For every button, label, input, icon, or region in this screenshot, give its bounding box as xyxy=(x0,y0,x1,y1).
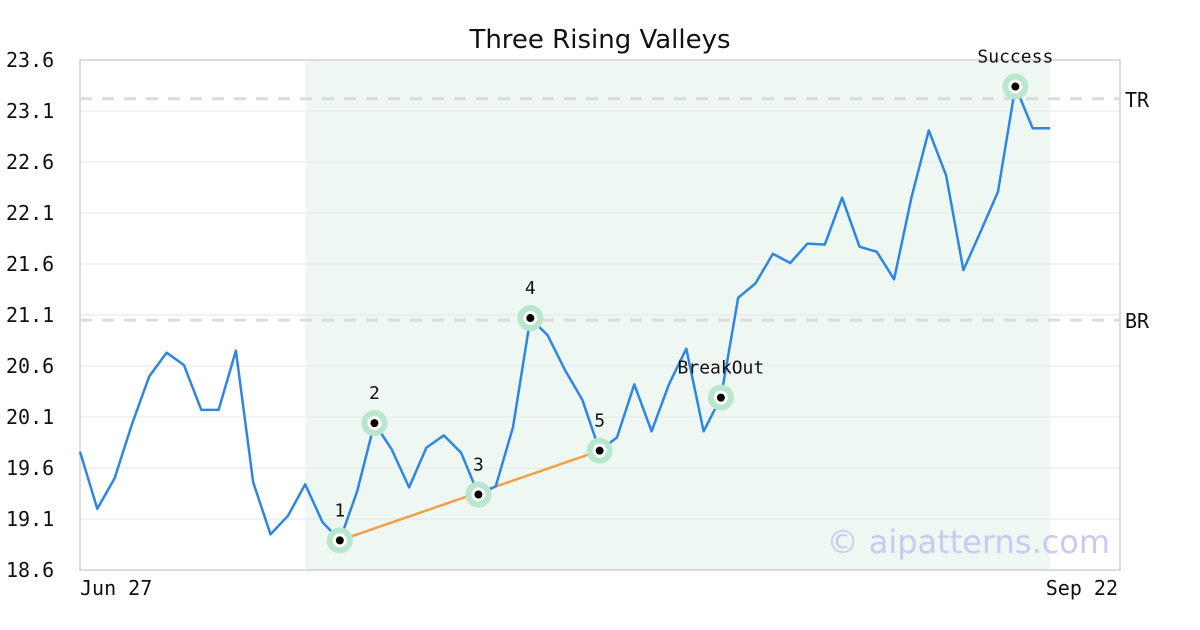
y-tick-label: 22.1 xyxy=(6,201,54,225)
marker-dot-3 xyxy=(474,490,483,499)
marker-dot-2 xyxy=(370,419,379,428)
marker-dot-1 xyxy=(335,536,344,545)
annotation-label-3: 3 xyxy=(473,455,484,476)
marker-dot-5 xyxy=(595,446,604,455)
x-tick-label-end: Sep 22 xyxy=(1046,576,1118,600)
annotation-label-4: 4 xyxy=(525,278,536,299)
price-line xyxy=(78,85,1050,542)
annotation-label-breakout: BreakOut xyxy=(678,358,765,379)
chart-title: Three Rising Valleys xyxy=(468,25,730,55)
marker-dot-breakout xyxy=(716,393,725,402)
y-tick-label: 20.6 xyxy=(6,354,54,378)
y-tick-label: 19.6 xyxy=(6,456,54,480)
y-tick-label: 21.6 xyxy=(6,252,54,276)
y-tick-label: 18.6 xyxy=(6,558,54,582)
marker-dot-4 xyxy=(526,314,535,323)
marker-dot-success xyxy=(1011,82,1020,91)
x-tick-label-start: Jun 27 xyxy=(80,576,152,600)
watermark: © aipatterns.com xyxy=(827,523,1110,561)
y-tick-label: 19.1 xyxy=(6,507,54,531)
reference-label-tr: TR xyxy=(1125,88,1150,112)
annotation-label-1: 1 xyxy=(334,500,345,521)
y-tick-label: 23.1 xyxy=(6,99,54,123)
y-tick-label: 21.1 xyxy=(6,303,54,327)
reference-label-br: BR xyxy=(1125,309,1150,333)
annotation-label-success: Success xyxy=(977,47,1053,68)
annotation-label-2: 2 xyxy=(369,383,380,404)
y-tick-label: 22.6 xyxy=(6,150,54,174)
y-tick-label: 23.6 xyxy=(6,48,54,72)
annotation-label-5: 5 xyxy=(594,411,605,432)
plot-frame xyxy=(79,59,1121,571)
y-tick-label: 20.1 xyxy=(6,405,54,429)
